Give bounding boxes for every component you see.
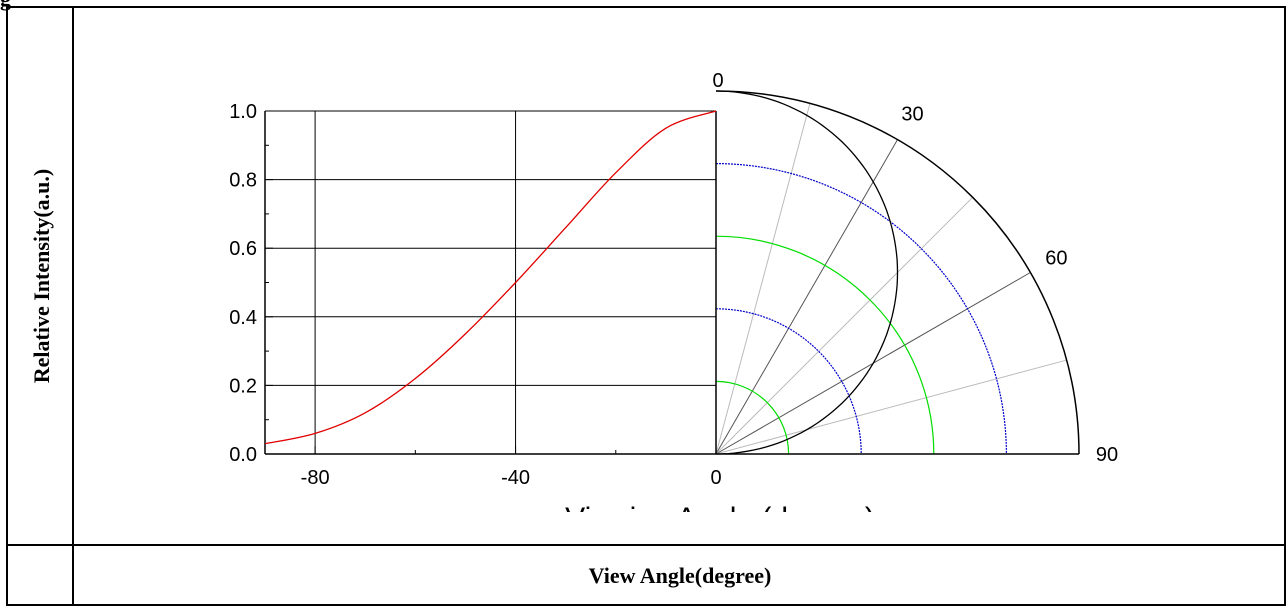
table-outer-border — [6, 6, 1286, 606]
cartesian-grid — [265, 110, 716, 454]
polar-spoke — [715, 103, 811, 455]
polar-ring — [715, 90, 1080, 455]
x-tick-label: -80 — [301, 467, 330, 489]
polar-angle-label: 60 — [1045, 248, 1067, 270]
curve-layer — [264, 110, 717, 445]
polar-spoke — [715, 139, 898, 455]
cartesian-axes — [264, 110, 1079, 455]
polar-spoke — [715, 359, 1067, 455]
y-tick-label: 0.2 — [229, 375, 257, 397]
table-borders — [6, 6, 1286, 606]
y-tick-label: 0.4 — [229, 307, 257, 329]
y-tick-label: 1.0 — [229, 101, 257, 123]
polar-ring — [715, 235, 935, 455]
polar-layer — [715, 90, 1080, 455]
labels-layer: 0.0 0.2 0.4 0.6 0.8 1.0 -80 -40 0 0 30 60 90 — [229, 70, 1118, 489]
polar-angle-label: 0 — [712, 70, 723, 92]
x-axis-title: Viewing Angle (degree) — [565, 502, 875, 535]
y-tick-label: 0.6 — [229, 238, 257, 260]
corner-text: g — [0, 0, 11, 12]
table-caption: View Angle(degree) — [588, 563, 772, 588]
y-tick-label: 0.0 — [229, 444, 257, 466]
polar-pattern-curve — [715, 90, 899, 455]
y-tick-label: 0.8 — [229, 170, 257, 192]
polar-angle-label: 30 — [901, 104, 923, 126]
x-tick-label: -40 — [501, 467, 530, 489]
intensity-curve — [264, 110, 717, 445]
polar-ring — [715, 308, 862, 455]
polar-ring — [715, 163, 1007, 455]
polar-spoke — [715, 196, 974, 455]
x-tick-label: 0 — [710, 467, 721, 489]
polar-angle-label: 90 — [1096, 444, 1118, 466]
